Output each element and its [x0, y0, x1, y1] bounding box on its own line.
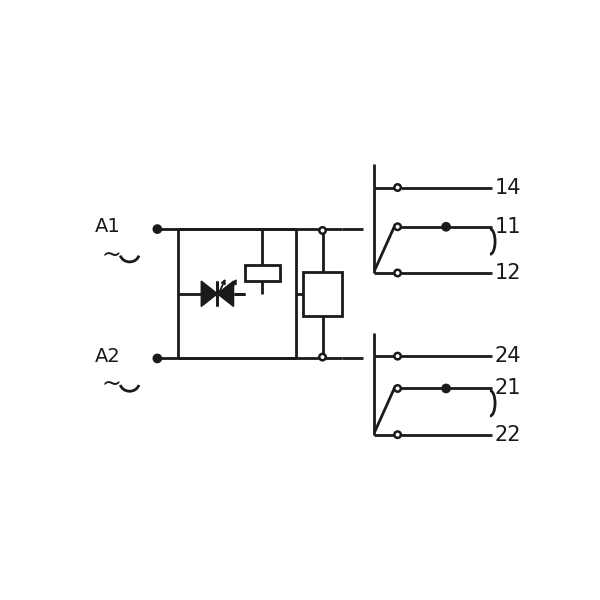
- Polygon shape: [201, 281, 217, 307]
- Circle shape: [394, 385, 401, 392]
- Text: 14: 14: [494, 178, 521, 197]
- Text: 24: 24: [494, 346, 521, 366]
- Circle shape: [442, 223, 450, 231]
- Circle shape: [153, 225, 161, 233]
- Bar: [303, 272, 342, 316]
- Circle shape: [442, 385, 450, 392]
- Text: 21: 21: [494, 379, 521, 398]
- Text: ~: ~: [102, 372, 122, 396]
- Circle shape: [394, 353, 401, 359]
- Text: 22: 22: [494, 425, 521, 445]
- Circle shape: [394, 270, 401, 276]
- Bar: [245, 265, 280, 281]
- Circle shape: [153, 354, 161, 362]
- Text: A2: A2: [95, 347, 121, 365]
- Text: 11: 11: [494, 217, 521, 237]
- Circle shape: [394, 224, 401, 230]
- Circle shape: [394, 184, 401, 191]
- Circle shape: [394, 431, 401, 438]
- Circle shape: [319, 227, 326, 233]
- Text: 12: 12: [494, 263, 521, 283]
- Polygon shape: [217, 281, 233, 307]
- Text: ~: ~: [102, 242, 122, 266]
- Text: A1: A1: [95, 217, 121, 236]
- Circle shape: [319, 354, 326, 360]
